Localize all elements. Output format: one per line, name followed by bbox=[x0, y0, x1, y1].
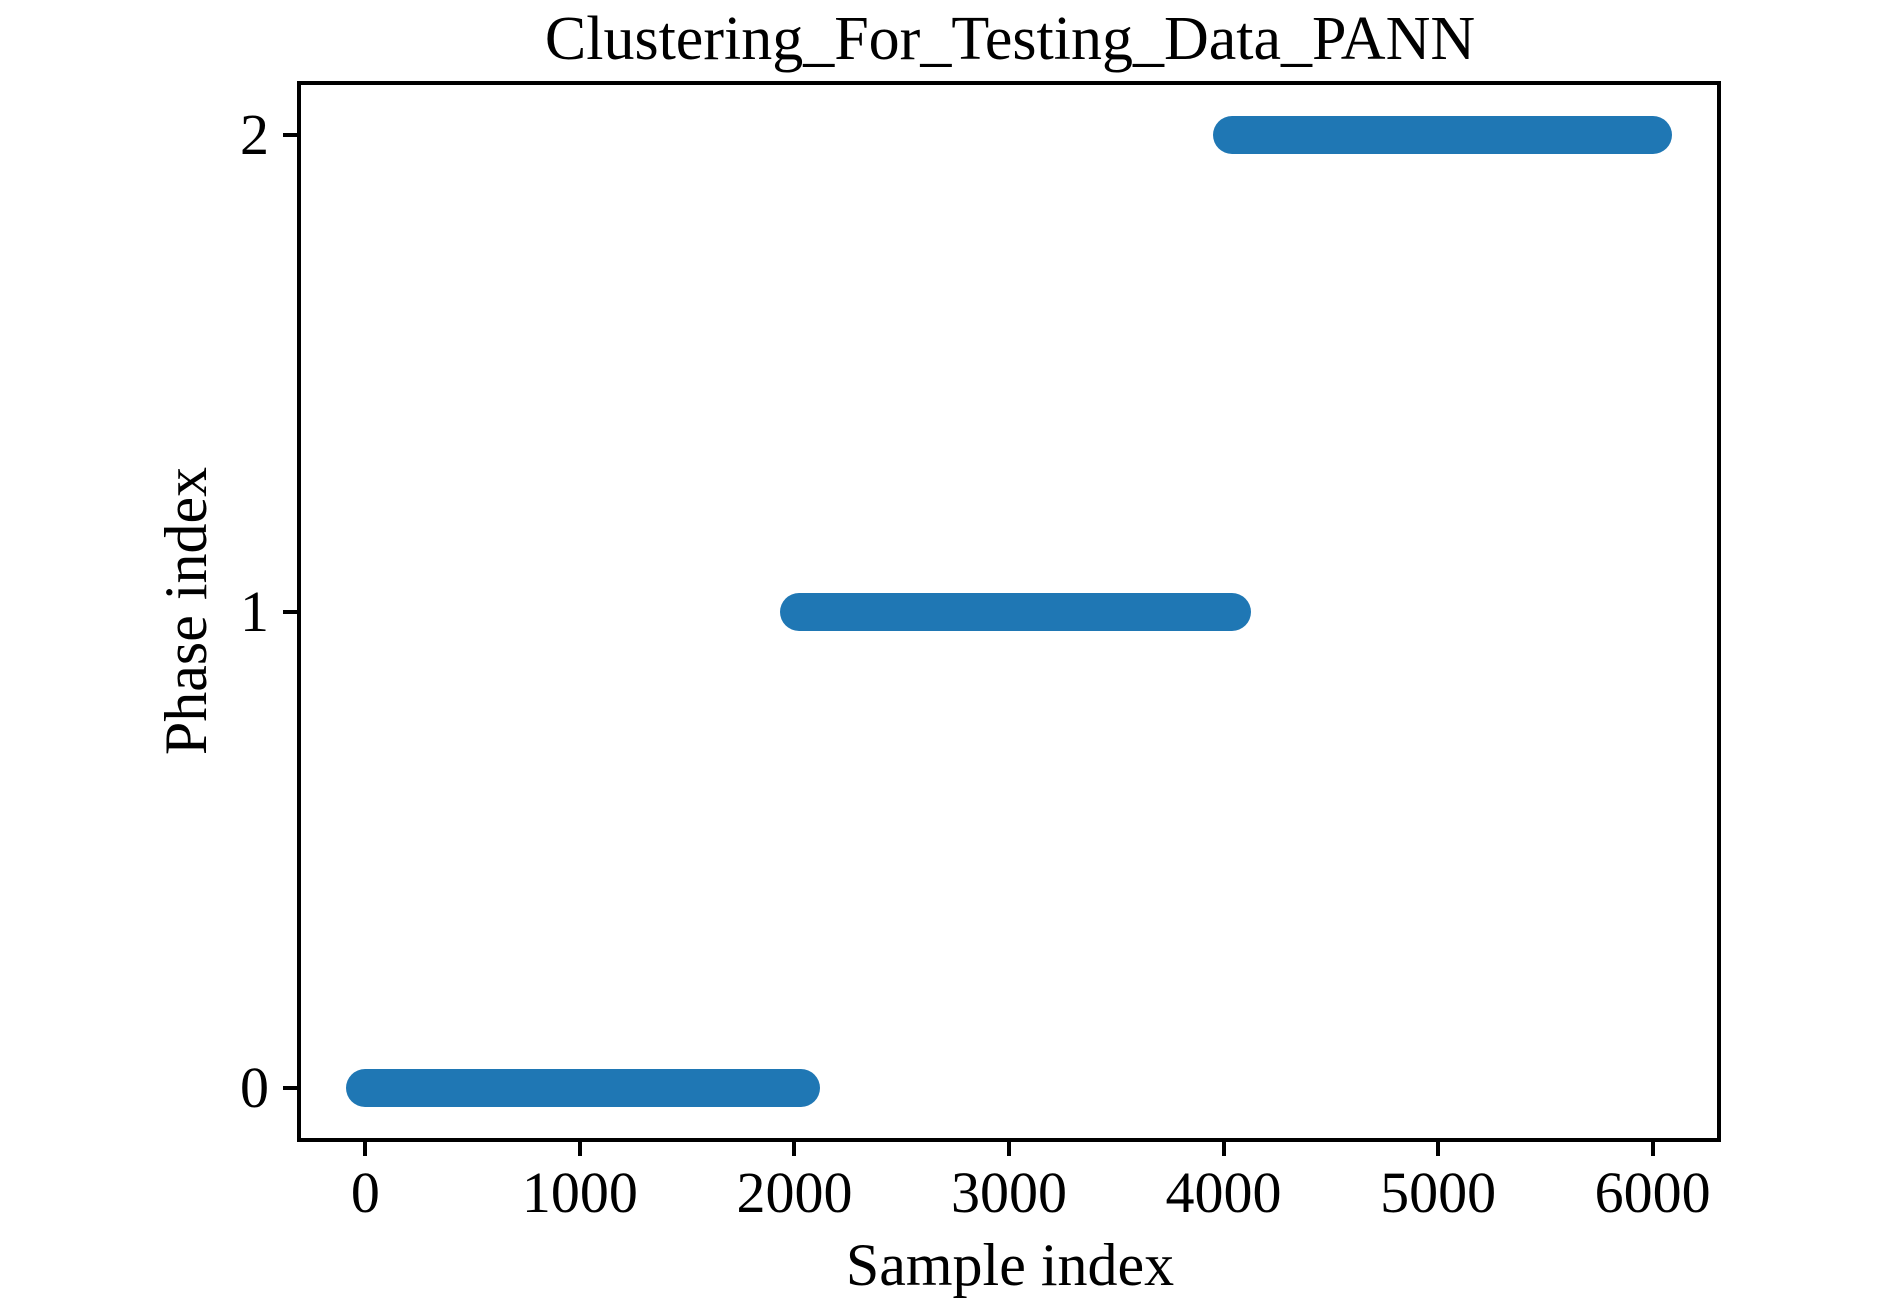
y-tick-mark bbox=[283, 609, 301, 614]
x-tick-mark bbox=[577, 1138, 582, 1156]
x-tick-label: 1000 bbox=[521, 1160, 638, 1225]
plot-area: 0 1000 2000 3000 4000 5000 6000 0 1 2 bbox=[240, 81, 1721, 1222]
y-tick-label: 2 bbox=[240, 102, 269, 168]
chart-title: Clustering_For_Testing_Data_PANN bbox=[544, 5, 1476, 73]
x-tick-mark bbox=[1650, 1138, 1655, 1156]
cluster-band-phase-0 bbox=[346, 1068, 820, 1107]
x-tick-mark bbox=[1007, 1138, 1011, 1156]
x-tick-mark bbox=[1436, 1138, 1441, 1156]
y-tick-mark bbox=[283, 1085, 301, 1090]
x-tick-label: 3000 bbox=[951, 1160, 1067, 1225]
x-tick-label: 0 bbox=[350, 1160, 380, 1225]
y-tick-label: 1 bbox=[240, 578, 269, 644]
y-tick-mark bbox=[283, 133, 301, 138]
x-tick-label: 6000 bbox=[1594, 1160, 1711, 1225]
x-tick-mark bbox=[1221, 1138, 1226, 1156]
x-tick-mark bbox=[363, 1138, 368, 1156]
cluster-band-phase-1 bbox=[779, 592, 1252, 631]
x-tick-label: 2000 bbox=[736, 1160, 853, 1225]
y-tick-label: 0 bbox=[240, 1054, 269, 1120]
x-axis-label: Sample index bbox=[845, 1232, 1175, 1298]
x-tick-label: 4000 bbox=[1165, 1160, 1282, 1225]
x-tick-mark bbox=[792, 1138, 797, 1156]
y-axis-label: Phase index bbox=[153, 466, 219, 756]
cluster-band-phase-2 bbox=[1213, 116, 1672, 155]
x-tick-label: 5000 bbox=[1380, 1160, 1497, 1225]
